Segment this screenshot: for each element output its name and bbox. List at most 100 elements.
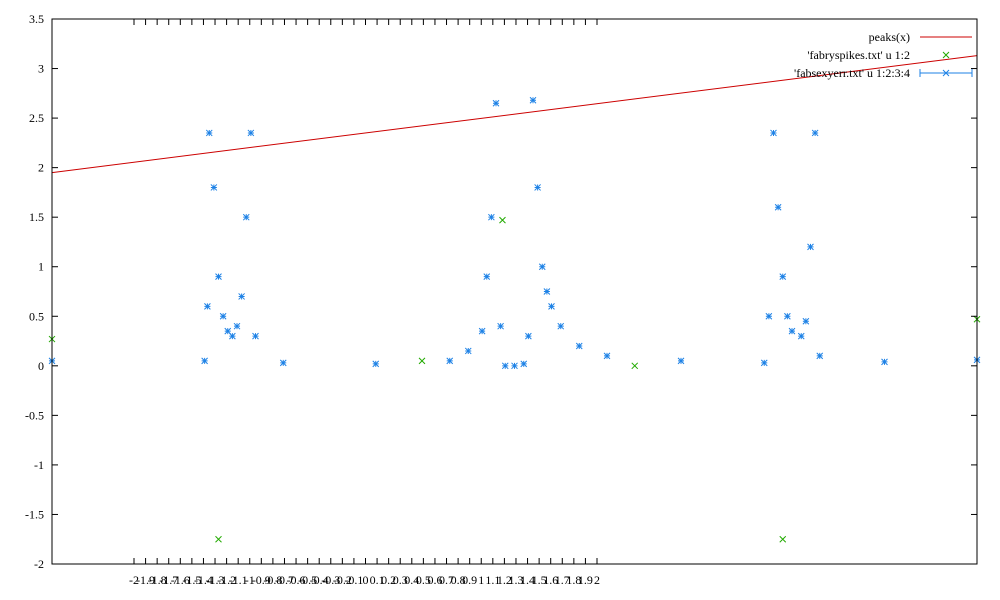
data-point: [252, 332, 259, 340]
data-point: [492, 99, 500, 107]
y-tick-label: -1: [34, 458, 44, 472]
x-tick-label: -1: [245, 573, 255, 587]
data-point: [538, 263, 546, 271]
axis-ticks: -2-1.5-1-0.500.511.522.533.5-2-1.9-1.8-1…: [25, 12, 977, 587]
data-point: [497, 322, 504, 330]
data-point: [483, 273, 491, 280]
y-tick-label: 0.5: [29, 309, 44, 323]
legend-swatch: [942, 69, 950, 77]
data-point: [488, 213, 495, 221]
y-tick-label: 3: [38, 62, 44, 76]
x-tick-label: -1.1: [229, 573, 248, 587]
data-point: [238, 293, 245, 300]
y-tick-label: 1.5: [29, 210, 44, 224]
data-point: [464, 347, 472, 355]
x-tick-label: 0.3: [393, 573, 408, 587]
data-point: [210, 184, 218, 191]
y-tick-label: 3.5: [29, 12, 44, 26]
data-point: [233, 322, 241, 330]
legend-label: 'fabryspikes.txt' u 1:2: [807, 48, 910, 62]
y-tick-label: -1.5: [25, 507, 44, 521]
y-tick-label: -0.5: [25, 408, 44, 422]
x-tick-label: 2: [594, 573, 600, 587]
data-point: [525, 332, 532, 340]
x-tick-label: 1.2: [497, 573, 512, 587]
data-point: [770, 129, 777, 137]
x-tick-label: 0.1: [370, 573, 385, 587]
x-tick-label: -0.7: [275, 573, 294, 587]
x-tick-label: 1: [478, 573, 484, 587]
data-point: [760, 359, 768, 367]
data-point: [779, 535, 787, 543]
x-tick-label: 0.8: [451, 573, 466, 587]
data-point: [557, 322, 565, 330]
x-tick-label: -0.5: [298, 573, 317, 587]
x-tick-label: 1.5: [532, 573, 547, 587]
series-line: [51, 55, 978, 174]
data-point: [779, 273, 787, 280]
data-point: [247, 129, 255, 137]
x-tick-label: 1.9: [578, 573, 593, 587]
data-point: [499, 216, 506, 224]
x-tick-label: 0.5: [416, 573, 431, 587]
data-point: [204, 303, 211, 310]
y-tick-label: 2: [38, 161, 44, 175]
data-point: [677, 357, 685, 365]
x-tick-label: 1.7: [555, 573, 570, 587]
data-point: [774, 203, 782, 211]
x-tick-label: -1.7: [159, 573, 178, 587]
data-point: [543, 288, 551, 295]
data-point: [788, 327, 796, 335]
data-point: [816, 352, 824, 360]
data-point: [205, 129, 213, 137]
x-tick-label: 1.3: [508, 573, 523, 587]
x-tick-label: -1.6: [171, 573, 190, 587]
x-tick-label: 1.4: [520, 573, 535, 587]
x-tick-label: -1.5: [182, 573, 201, 587]
x-tick-label: 0.9: [462, 573, 477, 587]
plot-frame: [51, 18, 978, 565]
x-tick-label: -0.1: [344, 573, 363, 587]
chart-marks: [48, 55, 981, 543]
data-point: [811, 129, 819, 137]
x-tick-label: -0.8: [263, 573, 282, 587]
x-tick-label: -0.3: [321, 573, 340, 587]
data-point: [201, 357, 208, 365]
data-point: [215, 535, 222, 543]
data-point: [520, 360, 528, 368]
y-tick-label: 1: [38, 260, 44, 274]
x-tick-label: -2: [129, 573, 139, 587]
data-point: [446, 357, 454, 365]
data-point: [603, 352, 611, 360]
data-point: [279, 359, 287, 367]
data-point: [229, 332, 236, 340]
legend-label: peaks(x): [869, 30, 910, 44]
data-point: [215, 273, 222, 280]
x-tick-label: -1.9: [136, 573, 155, 587]
data-point: [501, 362, 509, 370]
data-point: [575, 342, 583, 350]
x-tick-label: -0.4: [310, 573, 329, 587]
legend-label: 'fabsexyerr.txt' u 1:2:3:4: [794, 66, 910, 80]
x-tick-label: 1.8: [566, 573, 581, 587]
x-tick-label: 0.7: [439, 573, 454, 587]
data-point: [802, 317, 810, 325]
x-tick-label: 1.1: [485, 573, 500, 587]
data-point: [881, 358, 888, 366]
data-point: [807, 243, 814, 251]
data-point: [534, 184, 541, 191]
data-point: [529, 96, 537, 104]
x-tick-label: -1.4: [194, 573, 213, 587]
data-point: [372, 360, 380, 368]
x-tick-label: -0.6: [287, 573, 306, 587]
x-tick-label: 0.2: [381, 573, 396, 587]
data-point: [548, 303, 555, 310]
data-point: [242, 213, 250, 221]
data-point: [224, 327, 232, 335]
data-point: [418, 357, 426, 365]
y-tick-label: 0: [38, 359, 44, 373]
x-tick-label: -0.2: [333, 573, 352, 587]
x-tick-label: 0.6: [427, 573, 442, 587]
data-point: [765, 312, 773, 320]
